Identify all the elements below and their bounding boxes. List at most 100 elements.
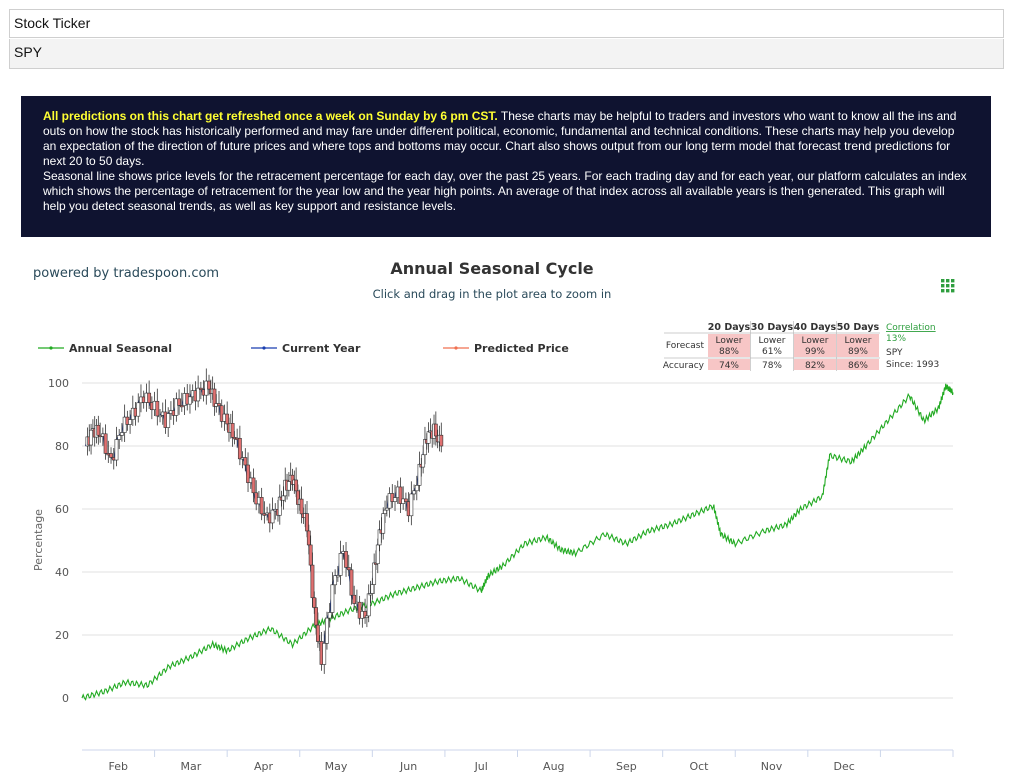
candle-body	[98, 434, 103, 438]
candle-body	[120, 432, 124, 436]
info-paragraph-1: All predictions on this chart get refres…	[43, 109, 969, 169]
candle-body	[117, 435, 122, 440]
candle-body	[158, 414, 162, 418]
candle-body	[395, 486, 400, 498]
candle-body	[212, 388, 217, 407]
x-tick-label: Jun	[399, 760, 417, 773]
candle-body	[201, 389, 206, 396]
candle-body	[301, 513, 306, 518]
candle-body	[384, 507, 389, 511]
forecast-direction: Lower	[759, 336, 786, 346]
candle-body	[217, 403, 221, 407]
candle-body	[246, 464, 250, 483]
candle-body	[193, 390, 198, 402]
x-tick-label: Oct	[689, 760, 709, 773]
x-tick-label: Dec	[833, 760, 854, 773]
candle-body	[387, 493, 392, 509]
candle-body	[94, 424, 99, 438]
candle-body	[235, 437, 240, 440]
accuracy-cell-bg	[837, 359, 879, 370]
candle-body	[286, 481, 291, 491]
candle-body	[243, 457, 248, 466]
chart-plot-area	[81, 368, 954, 701]
accuracy-cell-bg	[794, 359, 836, 370]
candle-body	[430, 430, 435, 439]
y-tick-label: 40	[55, 566, 69, 579]
chart-legend: Annual Seasonal Current Year Predicted Pri…	[38, 342, 569, 355]
candle-body	[390, 493, 395, 502]
candle-body	[419, 463, 424, 468]
candle-body	[375, 544, 380, 564]
candle-body	[381, 513, 386, 534]
candle-body	[139, 396, 143, 404]
candle-body	[414, 485, 419, 492]
candle-body	[437, 434, 442, 443]
info-panel: All predictions on this chart get refres…	[21, 96, 991, 237]
candle-body	[147, 392, 152, 403]
stock-ticker-input[interactable]: SPY	[9, 39, 1004, 69]
accuracy-cell-bg	[708, 359, 750, 370]
accuracy-value: 74%	[719, 361, 739, 371]
legend-marker	[454, 346, 458, 350]
candle-body	[305, 513, 309, 532]
candle-body	[109, 453, 113, 458]
candle-body	[125, 416, 130, 425]
y-tick-label: 20	[55, 629, 69, 642]
correlation-value: 13%	[886, 334, 906, 344]
info-text-1: These charts may be helpful to traders a…	[43, 109, 957, 168]
candle-body	[100, 433, 105, 437]
legend-marker	[49, 346, 53, 350]
x-tick-label: Jul	[474, 760, 488, 773]
stock-ticker-label: Stock Ticker	[9, 9, 1004, 38]
candle-body	[130, 407, 135, 420]
grid-menu-icon[interactable]	[941, 279, 955, 293]
candle-body	[401, 498, 406, 504]
chart-title: Annual Seasonal Cycle	[390, 259, 593, 278]
candle-body	[296, 490, 300, 505]
candle-body	[299, 498, 304, 515]
chart-subtitle: Click and drag in the plot area to zoom …	[373, 287, 612, 301]
candle-body	[89, 429, 93, 446]
candle-body	[177, 398, 181, 406]
candle-body	[185, 393, 190, 405]
chart-grid	[82, 382, 953, 699]
refresh-notice: All predictions on this chart get refres…	[43, 109, 498, 123]
forecast-header: 50 Days	[837, 322, 880, 333]
candle-body	[335, 575, 340, 578]
candle-body	[377, 529, 382, 546]
candle-body	[283, 479, 288, 497]
candle-body	[341, 551, 346, 554]
candle-body	[276, 509, 280, 516]
candle-body	[327, 612, 332, 619]
candle-body	[92, 428, 97, 438]
x-tick-label: Feb	[109, 760, 128, 773]
candle-body	[344, 551, 348, 568]
candle-body	[190, 390, 195, 398]
candle-body	[136, 402, 141, 417]
legend-label: Annual Seasonal	[69, 342, 172, 355]
candle-body	[254, 492, 259, 505]
candle-body	[368, 593, 373, 596]
candle-body	[366, 593, 371, 617]
forecast-direction: Lower	[802, 336, 829, 346]
candle-body	[374, 562, 378, 565]
candle-body	[285, 479, 289, 491]
candle-body	[317, 641, 322, 644]
candle-body	[426, 431, 431, 444]
accuracy-row-label: Accuracy	[663, 361, 705, 371]
correlation-link[interactable]: Correlation	[886, 323, 936, 333]
candle-body	[273, 509, 278, 512]
candle-body	[133, 407, 138, 417]
candle-body	[128, 419, 132, 425]
powered-by-credit[interactable]: powered by tradespoon.com	[33, 266, 219, 281]
candle-body	[363, 611, 367, 618]
candle-body	[225, 413, 230, 425]
candle-body	[155, 400, 160, 417]
candle-body	[248, 477, 253, 483]
candle-body	[259, 497, 264, 515]
candle-body	[169, 410, 173, 414]
candle-body	[406, 501, 411, 517]
candle-body	[404, 498, 408, 502]
candle-body	[383, 509, 387, 514]
candle-body	[439, 434, 444, 447]
